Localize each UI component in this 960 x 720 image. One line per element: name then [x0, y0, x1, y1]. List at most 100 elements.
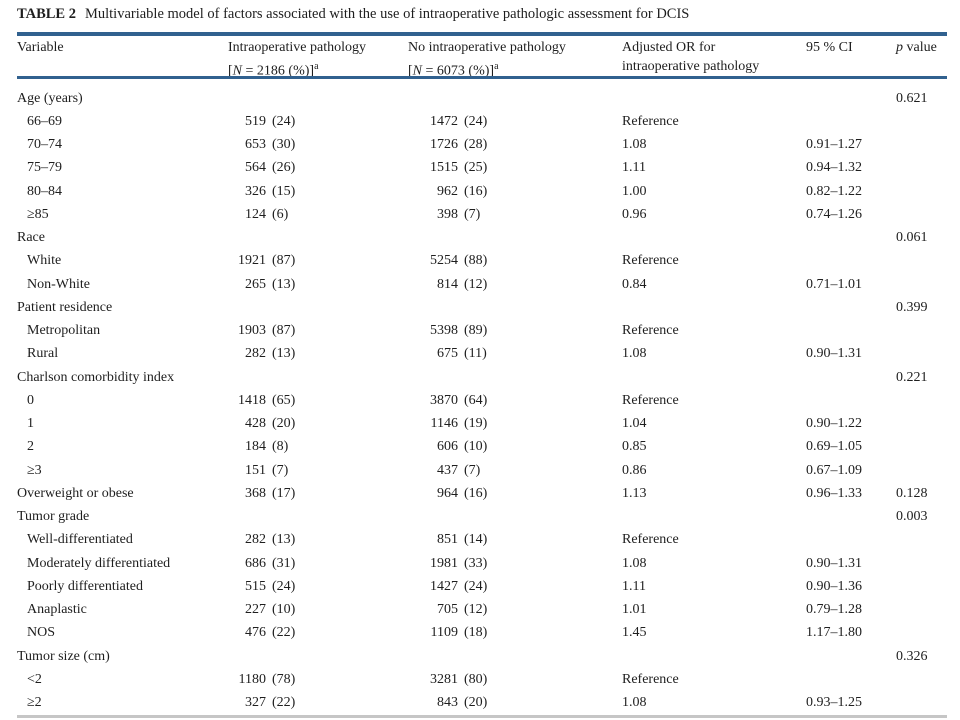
table-row: Metropolitan 1903 (87) 5398 (89) Reference — [17, 320, 947, 343]
table-row: Race 0.061 — [17, 227, 947, 250]
cell-no-intraop-count: 5398 (89) — [430, 323, 488, 339]
cell-no-intraop-count: 437 (7) — [437, 462, 481, 478]
cell-no-intraop-count: 851 (14) — [437, 532, 488, 548]
cell-no-intraop-count — [408, 91, 622, 107]
table-row: 2 184 (8) 606 (10) 0.85 0.69–1.05 — [17, 436, 947, 459]
table-row: ≥85 124 (6) 398 (7) 0.96 0.74–1.26 — [17, 203, 947, 226]
cell-p-value: 0.621 — [896, 90, 928, 106]
cell-no-intraop-count — [408, 509, 622, 525]
cell-ci: 1.17–1.80 — [806, 625, 862, 641]
cell-ci: 0.94–1.32 — [806, 160, 862, 176]
cell-adjusted-or: 1.11 — [622, 160, 646, 176]
cell-p-value: 0.061 — [896, 230, 928, 246]
table-row: Anaplastic 227 (10) 705 (12) 1.01 0.79–1.2… — [17, 599, 947, 622]
row-variable-label: Overweight or obese — [17, 485, 134, 501]
cell-adjusted-or: 0.85 — [622, 439, 647, 455]
cell-ci: 0.74–1.26 — [806, 206, 862, 222]
cell-no-intraop-count: 843 (20) — [437, 695, 488, 711]
cell-no-intraop-count: 398 (7) — [437, 206, 481, 222]
cell-no-intraop-count: 1109 (18) — [430, 625, 488, 641]
cell-ci: 0.71–1.01 — [806, 276, 862, 292]
cell-intraop-count — [228, 509, 408, 525]
cell-intraop-count: 282 (13) — [245, 346, 296, 362]
col-header-ci: 95 % CI — [806, 40, 853, 55]
cell-intraop-count: 428 (20) — [245, 416, 296, 432]
cell-adjusted-or: 1.13 — [622, 485, 647, 501]
cell-p-value: 0.128 — [896, 485, 928, 501]
row-variable-label: Non-White — [27, 276, 90, 292]
cell-intraop-count — [228, 91, 408, 107]
row-variable-label: 70–74 — [27, 137, 62, 153]
row-variable-label: 2 — [27, 439, 34, 455]
cell-intraop-count: 519 (24) — [245, 113, 296, 129]
row-variable-label: Anaplastic — [27, 602, 87, 618]
cell-ci: 0.69–1.05 — [806, 439, 862, 455]
cell-adjusted-or: Reference — [622, 113, 679, 129]
footnote-marker-a: a — [314, 61, 319, 72]
table-body: Age (years) 0.621 66–69 519 (24) 1472 (24)… — [17, 87, 947, 715]
cell-ci: 0.90–1.31 — [806, 346, 862, 362]
table-caption-text: Multivariable model of factors associate… — [84, 6, 690, 22]
table-row: Well-differentiated 282 (13) 851 (14) Refe… — [17, 529, 947, 552]
row-variable-label: Patient residence — [17, 299, 113, 315]
cell-no-intraop-count: 1427 (24) — [430, 578, 488, 594]
table-row: Age (years) 0.621 — [17, 87, 947, 110]
row-variable-label: Age (years) — [17, 90, 83, 106]
table-row: Non-White 265 (13) 814 (12) 0.84 0.71–1.01 — [17, 273, 947, 296]
table-row: <2 1180 (78) 3281 (80) Reference — [17, 668, 947, 691]
cell-adjusted-or: 1.11 — [622, 578, 646, 594]
table-header-rule — [17, 76, 947, 79]
cell-no-intraop-count: 962 (16) — [437, 183, 488, 199]
row-variable-label: ≥85 — [27, 206, 49, 222]
cell-intraop-count: 282 (13) — [245, 532, 296, 548]
row-variable-label: Well-differentiated — [27, 532, 133, 548]
cell-no-intraop-count — [408, 230, 622, 246]
table-row: Patient residence 0.399 — [17, 296, 947, 319]
col-header-variable: Variable — [17, 40, 64, 55]
cell-no-intraop-count — [408, 649, 622, 665]
row-variable-label: Poorly differentiated — [27, 578, 143, 594]
cell-no-intraop-count: 1726 (28) — [430, 137, 488, 153]
table-row: ≥2 327 (22) 843 (20) 1.08 0.93–1.25 — [17, 692, 947, 715]
cell-intraop-count: 368 (17) — [245, 485, 296, 501]
cell-intraop-count: 227 (10) — [245, 602, 296, 618]
row-variable-label: NOS — [27, 625, 56, 641]
cell-no-intraop-count: 1515 (25) — [430, 160, 488, 176]
cell-no-intraop-count: 3281 (80) — [430, 671, 488, 687]
cell-no-intraop-count: 3870 (64) — [430, 392, 488, 408]
cell-adjusted-or: 1.08 — [622, 137, 647, 153]
cell-intraop-count: 515 (24) — [245, 578, 296, 594]
cell-ci: 0.90–1.22 — [806, 416, 862, 432]
cell-intraop-count: 1903 (87) — [238, 323, 296, 339]
cell-intraop-count: 327 (22) — [245, 695, 296, 711]
cell-no-intraop-count: 1981 (33) — [430, 555, 488, 571]
row-variable-label: Race — [17, 230, 45, 246]
cell-intraop-count — [228, 300, 408, 316]
row-variable-label: Tumor grade — [17, 509, 90, 525]
col-header-p-value: p value — [896, 40, 937, 55]
cell-no-intraop-count: 606 (10) — [437, 439, 488, 455]
cell-intraop-count — [228, 370, 408, 386]
row-variable-label: <2 — [27, 671, 42, 687]
cell-intraop-count: 265 (13) — [245, 276, 296, 292]
cell-intraop-count: 1418 (65) — [238, 392, 296, 408]
cell-no-intraop-count: 814 (12) — [437, 276, 488, 292]
row-variable-label: 75–79 — [27, 160, 62, 176]
cell-p-value: 0.326 — [896, 648, 928, 664]
cell-no-intraop-count: 675 (11) — [437, 346, 487, 362]
table-header-row: Variable Intraoperative pathology [N = 2… — [17, 38, 947, 81]
cell-intraop-count: 1921 (87) — [238, 253, 296, 269]
col-header-adjusted-or: Adjusted OR for intraoperative pathology — [622, 40, 760, 74]
table-row: ≥3 151 (7) 437 (7) 0.86 0.67–1.09 — [17, 459, 947, 482]
cell-adjusted-or: 1.04 — [622, 416, 647, 432]
col-header-intraop-pathology: Intraoperative pathology [N = 2186 (%)]a — [228, 40, 367, 79]
cell-intraop-count: 151 (7) — [245, 462, 289, 478]
table-row: 1 428 (20) 1146 (19) 1.04 0.90–1.22 — [17, 413, 947, 436]
cell-ci: 0.67–1.09 — [806, 462, 862, 478]
table-row: NOS 476 (22) 1109 (18) 1.45 1.17–1.80 — [17, 622, 947, 645]
table-row: Tumor grade 0.003 — [17, 506, 947, 529]
table-row: 70–74 653 (30) 1726 (28) 1.08 0.91–1.27 — [17, 134, 947, 157]
cell-adjusted-or: Reference — [622, 532, 679, 548]
cell-adjusted-or: Reference — [622, 323, 679, 339]
